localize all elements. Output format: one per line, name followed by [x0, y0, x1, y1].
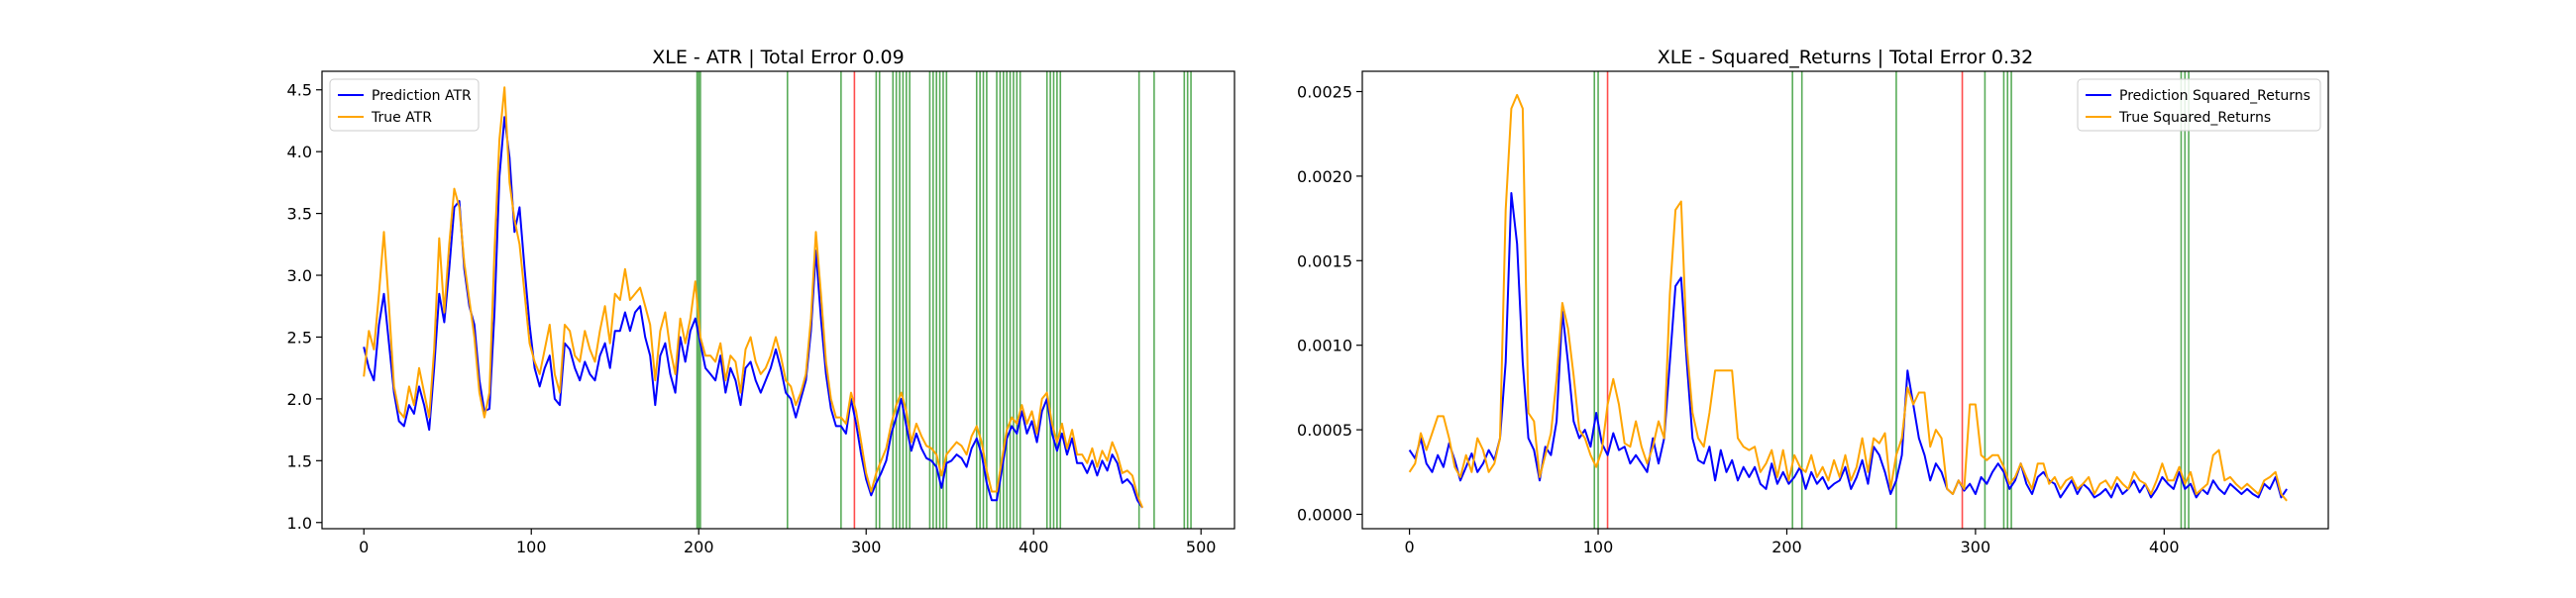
y-tick-label: 2.0 [287, 390, 312, 409]
legend-label: True Squared_Returns [2118, 110, 2271, 126]
x-tick-label: 300 [1961, 538, 1991, 556]
series-line-true [363, 86, 1144, 509]
y-tick-label: 0.0015 [1297, 251, 1352, 270]
chart-title: XLE - Squared_Returns | Total Error 0.32 [1658, 47, 2034, 68]
x-tick-label: 300 [851, 538, 882, 556]
x-tick-label: 200 [1771, 538, 1802, 556]
y-tick-label: 4.5 [287, 81, 312, 100]
legend: Prediction Squared_Returns True Squared_R… [2077, 78, 2321, 132]
x-tick-label: 0 [1405, 538, 1415, 556]
legend-label: Prediction ATR [372, 88, 472, 104]
x-tick-label: 100 [516, 538, 547, 556]
x-tick-label: 0 [359, 538, 369, 556]
y-tick-label: 0.0010 [1297, 337, 1352, 355]
legend-label: Prediction Squared_Returns [2119, 88, 2310, 104]
plot-area [363, 71, 1192, 529]
chart-panel-1: 0 100 200 300 400 500 1.0 1.5 2.0 2.5 3.0 3.5 4.0 4.5… [287, 47, 1235, 556]
x-tick-label: 100 [1583, 538, 1614, 556]
chart-title: XLE - ATR | Total Error 0.09 [652, 47, 904, 68]
series-line-prediction [1408, 192, 2288, 499]
y-tick-label: 3.0 [287, 266, 312, 285]
axes-frame [1361, 70, 2329, 530]
x-tick-label: 200 [684, 538, 714, 556]
y-tick-label: 1.5 [287, 451, 312, 470]
x-tick-label: 400 [2149, 538, 2180, 556]
series-line-true [1408, 93, 2288, 502]
y-tick-label: 2.5 [287, 328, 312, 347]
y-tick-label: 0.0005 [1297, 421, 1352, 440]
legend: Prediction ATR True ATR [329, 78, 480, 132]
y-tick-label: 0.0025 [1297, 82, 1352, 101]
x-tick-label: 500 [1186, 538, 1217, 556]
x-tick-label: 400 [1019, 538, 1049, 556]
legend-box [2077, 78, 2321, 132]
legend-box [329, 78, 480, 132]
y-tick-label: 3.5 [287, 205, 312, 224]
series-line-prediction [363, 116, 1143, 509]
y-tick-label: 4.0 [287, 143, 312, 161]
legend-label: True ATR [371, 110, 432, 126]
y-tick-label: 0.0000 [1297, 505, 1352, 524]
y-tick-label: 1.0 [287, 514, 312, 533]
axes-frame [321, 70, 1235, 530]
plot-area [1408, 71, 2288, 529]
chart-panel-2: 0 100 200 300 400 0.0000 0.0005 0.0010 0.0015 0.0… [1297, 47, 2329, 556]
y-tick-label: 0.0020 [1297, 167, 1352, 186]
